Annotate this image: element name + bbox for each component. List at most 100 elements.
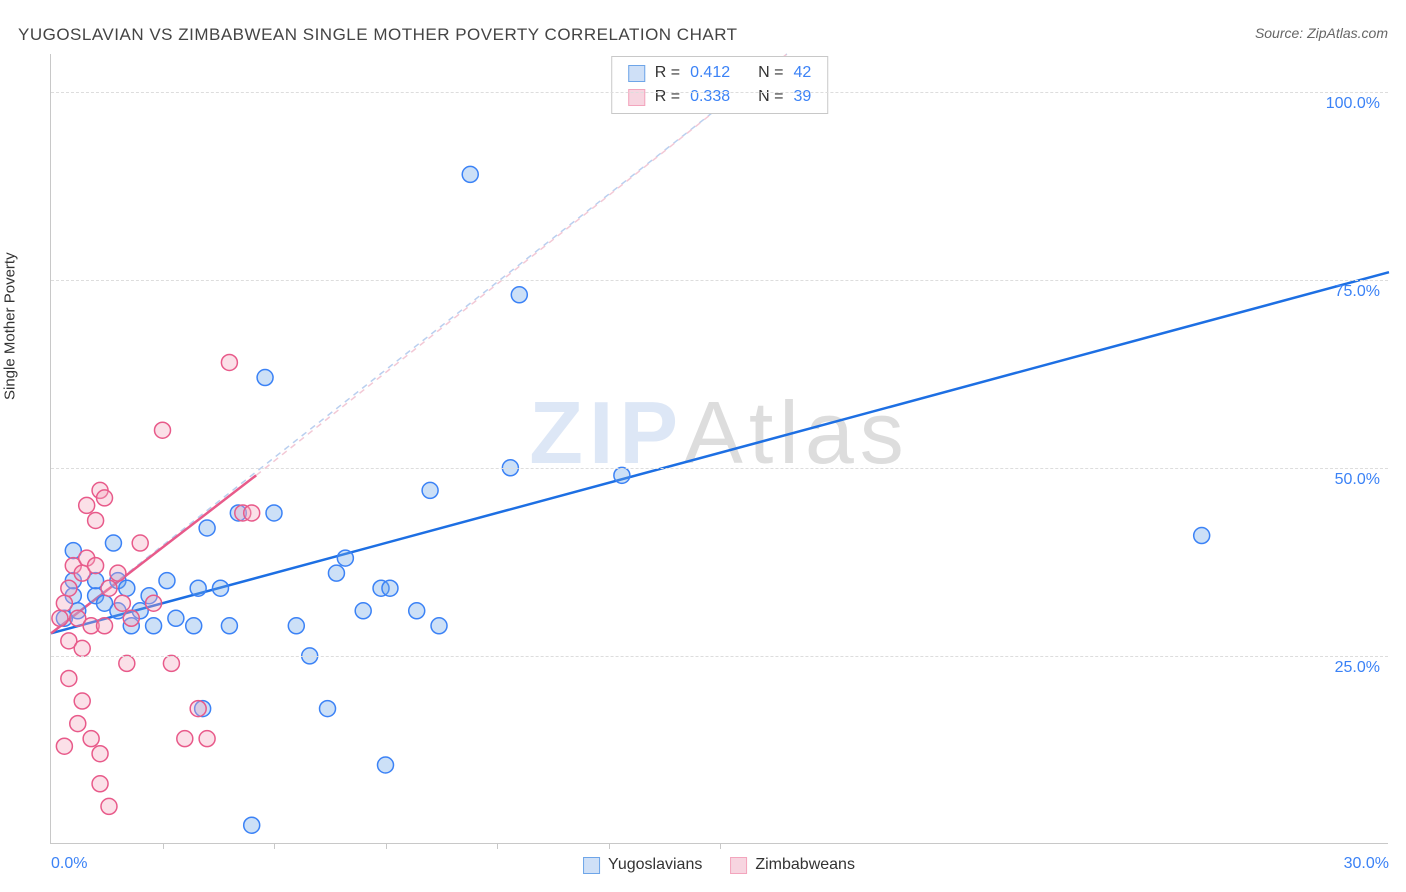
gridline — [51, 280, 1388, 281]
data-point — [221, 354, 237, 370]
data-point — [186, 618, 202, 634]
data-point — [110, 565, 126, 581]
data-point — [97, 618, 113, 634]
trend-line — [51, 272, 1389, 633]
legend-label: Zimbabweans — [755, 856, 855, 874]
data-point — [101, 580, 117, 596]
chart-title: YUGOSLAVIAN VS ZIMBABWEAN SINGLE MOTHER … — [18, 25, 738, 44]
source-label: Source: ZipAtlas.com — [1255, 25, 1388, 41]
data-point — [163, 655, 179, 671]
data-point — [105, 535, 121, 551]
y-tick-label: 25.0% — [1335, 659, 1380, 677]
data-point — [382, 580, 398, 596]
data-point — [92, 776, 108, 792]
data-point — [378, 757, 394, 773]
y-tick-label: 75.0% — [1335, 283, 1380, 301]
data-point — [422, 482, 438, 498]
data-point — [244, 817, 260, 833]
stats-r-value: 0.338 — [690, 85, 730, 109]
data-point — [159, 573, 175, 589]
data-point — [614, 467, 630, 483]
plot-svg — [51, 54, 1389, 844]
data-point — [123, 610, 139, 626]
data-point — [88, 512, 104, 528]
data-point — [244, 505, 260, 521]
data-point — [146, 595, 162, 611]
data-point — [177, 731, 193, 747]
data-point — [355, 603, 371, 619]
gridline — [51, 656, 1388, 657]
x-tick — [386, 843, 387, 849]
x-tick — [609, 843, 610, 849]
data-point — [266, 505, 282, 521]
data-point — [511, 287, 527, 303]
x-tick — [274, 843, 275, 849]
trend-line — [51, 54, 787, 633]
data-point — [61, 580, 77, 596]
data-point — [74, 640, 90, 656]
legend-item: Yugoslavians — [583, 856, 702, 874]
stats-row: R = 0.338 N = 39 — [628, 85, 812, 109]
data-point — [70, 716, 86, 732]
data-point — [337, 550, 353, 566]
data-point — [409, 603, 425, 619]
data-point — [56, 738, 72, 754]
legend-swatch — [730, 857, 747, 874]
data-point — [88, 558, 104, 574]
data-point — [119, 655, 135, 671]
data-point — [132, 535, 148, 551]
data-point — [146, 618, 162, 634]
data-point — [462, 166, 478, 182]
gridline — [51, 468, 1388, 469]
gridline — [51, 92, 1388, 93]
data-point — [320, 701, 336, 717]
data-point — [190, 701, 206, 717]
data-point — [199, 731, 215, 747]
stats-row: R = 0.412 N = 42 — [628, 61, 812, 85]
stats-n-label: N = — [758, 85, 783, 109]
data-point — [1194, 528, 1210, 544]
data-point — [257, 370, 273, 386]
data-point — [155, 422, 171, 438]
x-tick — [720, 843, 721, 849]
y-axis-label: Single Mother Poverty — [2, 252, 19, 400]
x-tick — [163, 843, 164, 849]
data-point — [212, 580, 228, 596]
x-tick-label: 30.0% — [1344, 855, 1389, 873]
y-tick-label: 100.0% — [1326, 95, 1380, 113]
data-point — [74, 693, 90, 709]
data-point — [328, 565, 344, 581]
legend: Yugoslavians Zimbabweans — [583, 856, 855, 874]
data-point — [168, 610, 184, 626]
data-point — [119, 580, 135, 596]
chart-header: YUGOSLAVIAN VS ZIMBABWEAN SINGLE MOTHER … — [18, 25, 1388, 55]
stats-r-label: R = — [655, 61, 680, 85]
data-point — [114, 595, 130, 611]
data-point — [221, 618, 237, 634]
data-point — [83, 731, 99, 747]
chart-area: ZIPAtlas R =0.412N =42R =0.338N =39 25.0… — [50, 54, 1388, 844]
data-point — [199, 520, 215, 536]
data-point — [97, 490, 113, 506]
legend-item: Zimbabweans — [730, 856, 855, 874]
stats-n-value: 42 — [793, 61, 811, 85]
y-tick-label: 50.0% — [1335, 471, 1380, 489]
trend-line — [256, 54, 787, 475]
data-point — [61, 670, 77, 686]
data-point — [56, 595, 72, 611]
stats-n-value: 39 — [793, 85, 811, 109]
stats-r-label: R = — [655, 85, 680, 109]
stats-n-label: N = — [758, 61, 783, 85]
plot-region: ZIPAtlas R =0.412N =42R =0.338N =39 25.0… — [50, 54, 1388, 844]
data-point — [52, 610, 68, 626]
data-point — [190, 580, 206, 596]
data-point — [101, 798, 117, 814]
stats-box: R = 0.412 N = 42 R = 0.338 N = 39 — [611, 56, 829, 114]
x-tick — [497, 843, 498, 849]
data-point — [79, 497, 95, 513]
data-point — [431, 618, 447, 634]
stats-swatch — [628, 65, 645, 82]
legend-label: Yugoslavians — [608, 856, 702, 874]
stats-r-value: 0.412 — [690, 61, 730, 85]
x-tick-label: 0.0% — [51, 855, 87, 873]
